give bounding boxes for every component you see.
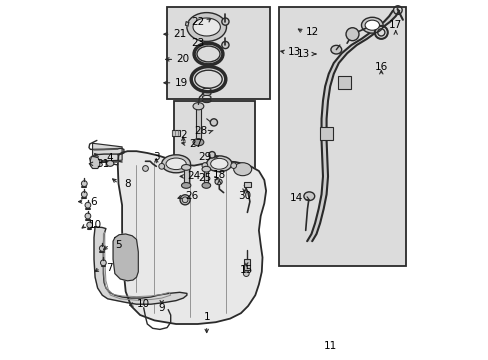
Circle shape <box>243 271 249 276</box>
Ellipse shape <box>361 17 382 33</box>
Ellipse shape <box>206 156 231 172</box>
Ellipse shape <box>106 161 114 166</box>
Bar <box>244 182 250 187</box>
Bar <box>278 7 406 266</box>
Text: 9: 9 <box>158 303 164 313</box>
Ellipse shape <box>193 139 203 146</box>
Text: 20: 20 <box>176 54 189 64</box>
Circle shape <box>99 246 105 251</box>
Ellipse shape <box>193 18 220 36</box>
Text: 16: 16 <box>374 62 387 72</box>
Text: 21: 21 <box>173 29 186 39</box>
Text: 4: 4 <box>106 153 113 163</box>
Polygon shape <box>113 234 138 281</box>
Polygon shape <box>204 169 208 185</box>
Ellipse shape <box>186 13 226 41</box>
Text: 10: 10 <box>137 299 150 309</box>
Circle shape <box>159 163 164 169</box>
Circle shape <box>202 163 207 168</box>
Text: 5: 5 <box>115 240 122 250</box>
Text: 22: 22 <box>191 17 204 27</box>
Ellipse shape <box>202 166 210 172</box>
Text: 17: 17 <box>388 20 402 30</box>
Circle shape <box>101 260 106 266</box>
Text: 13: 13 <box>297 49 310 59</box>
Bar <box>174 101 255 227</box>
Text: 13: 13 <box>288 47 301 57</box>
Ellipse shape <box>193 103 203 110</box>
Text: 12: 12 <box>305 27 319 37</box>
Polygon shape <box>90 157 100 168</box>
Polygon shape <box>306 11 399 241</box>
Ellipse shape <box>208 152 215 158</box>
Bar <box>244 259 249 270</box>
Polygon shape <box>118 151 265 324</box>
Text: 29: 29 <box>198 152 211 162</box>
Text: 10: 10 <box>88 220 102 230</box>
Circle shape <box>81 192 87 197</box>
Text: 24: 24 <box>187 171 200 181</box>
Ellipse shape <box>222 18 228 25</box>
Text: 25: 25 <box>198 173 211 183</box>
Text: 28: 28 <box>194 126 207 136</box>
Polygon shape <box>196 106 201 142</box>
Ellipse shape <box>181 165 190 170</box>
Polygon shape <box>92 143 122 161</box>
Bar <box>337 76 350 89</box>
Ellipse shape <box>365 20 379 30</box>
Polygon shape <box>185 22 188 26</box>
Text: 6: 6 <box>90 197 97 207</box>
Polygon shape <box>94 227 186 304</box>
Bar <box>320 127 332 140</box>
Ellipse shape <box>180 195 190 205</box>
Text: 7: 7 <box>106 263 113 273</box>
Circle shape <box>85 202 91 208</box>
Bar <box>172 130 180 136</box>
Ellipse shape <box>210 158 227 169</box>
Bar <box>167 7 269 99</box>
Circle shape <box>81 181 87 186</box>
Circle shape <box>230 163 236 168</box>
Circle shape <box>142 166 148 171</box>
Text: 2: 2 <box>180 130 186 140</box>
Ellipse shape <box>166 158 186 170</box>
Text: 14: 14 <box>289 193 303 203</box>
Text: 26: 26 <box>185 191 199 201</box>
Ellipse shape <box>222 41 228 49</box>
Ellipse shape <box>346 28 358 41</box>
Polygon shape <box>183 167 188 185</box>
Ellipse shape <box>202 183 210 188</box>
Ellipse shape <box>330 45 341 54</box>
Circle shape <box>85 213 91 219</box>
Text: 3: 3 <box>153 152 159 162</box>
Ellipse shape <box>303 192 314 201</box>
Text: 8: 8 <box>124 179 131 189</box>
Ellipse shape <box>162 155 190 173</box>
Text: 23: 23 <box>191 38 204 48</box>
Ellipse shape <box>233 163 251 176</box>
Text: 11: 11 <box>324 341 337 351</box>
Ellipse shape <box>181 183 190 188</box>
Text: 31: 31 <box>96 159 109 169</box>
Text: 27: 27 <box>189 139 202 149</box>
Text: 18: 18 <box>212 170 225 180</box>
Circle shape <box>87 222 92 228</box>
Text: 30: 30 <box>238 191 250 201</box>
Text: 19: 19 <box>175 78 188 88</box>
Text: 15: 15 <box>239 265 252 275</box>
Ellipse shape <box>210 119 217 126</box>
Ellipse shape <box>215 179 222 185</box>
Text: 1: 1 <box>203 312 209 322</box>
